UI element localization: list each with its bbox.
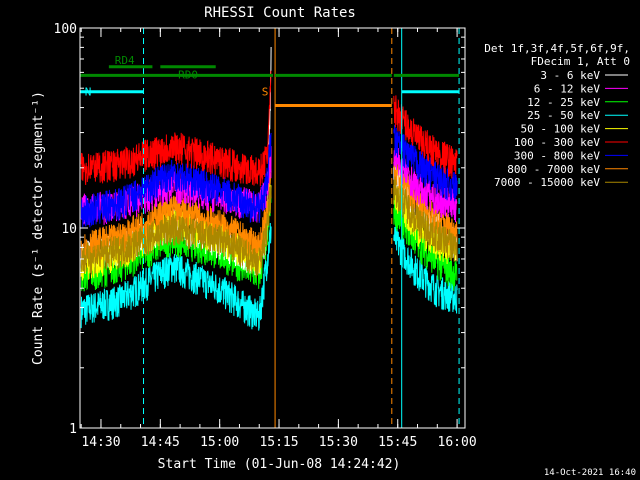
series-line-6 [80, 124, 458, 228]
x-tick-label-2: 15:00 [200, 435, 239, 450]
legend-label-3: 25 - 50 keV [527, 109, 600, 122]
series-line-3 [80, 222, 458, 331]
series-line-5 [80, 70, 458, 187]
x-tick-label-4: 15:30 [319, 435, 358, 450]
interval-label-0: RD0 [178, 68, 198, 81]
y-axis-label: Count Rate (s⁻¹ detector segment⁻¹) [31, 91, 46, 365]
chart-title: RHESSI Count Rates [204, 5, 356, 21]
legend-label-5: 100 - 300 keV [514, 136, 600, 149]
series-line-8 [80, 176, 458, 278]
legend-label-7: 800 - 7000 keV [507, 163, 600, 176]
x-tick-label-5: 15:45 [378, 435, 417, 450]
x-tick-label-6: 16:00 [438, 435, 477, 450]
x-tick-label-1: 14:45 [141, 435, 180, 450]
x-tick-label-3: 15:15 [259, 435, 298, 450]
footer-date: 14-Oct-2021 16:40 [544, 468, 636, 478]
marker-label-4: S [262, 85, 269, 98]
legend-label-2: 12 - 25 keV [527, 96, 600, 109]
legend: Det 1f,3f,4f,5f,6f,9f, FDecim 1, Att 0 3… [484, 42, 630, 189]
legend-label-4: 50 - 100 keV [521, 123, 601, 136]
y-tick-label-0: 1 [69, 422, 77, 437]
legend-label-0: 3 - 6 keV [540, 69, 600, 82]
x-axis-label: Start Time (01-Jun-08 14:24:42) [158, 457, 401, 472]
marker-label-0: N [85, 85, 92, 98]
legend-label-8: 7000 - 15000 keV [494, 176, 600, 189]
legend-label-1: 6 - 12 keV [534, 82, 601, 95]
plot-area: RD0 RD4 N S 1 10 100 14:30 14:45 15:00 15:15 15:30 1… [54, 22, 477, 450]
legend-header-line-2: FDecim 1, Att 0 [531, 55, 630, 68]
y-tick-label-1: 10 [61, 222, 77, 237]
legend-label-6: 300 - 800 keV [514, 149, 600, 162]
y-tick-label-2: 100 [54, 22, 77, 37]
interval-label-1: RD4 [115, 54, 135, 67]
legend-header-line-1: Det 1f,3f,4f,5f,6f,9f, [484, 42, 630, 55]
x-tick-label-0: 14:30 [81, 435, 120, 450]
